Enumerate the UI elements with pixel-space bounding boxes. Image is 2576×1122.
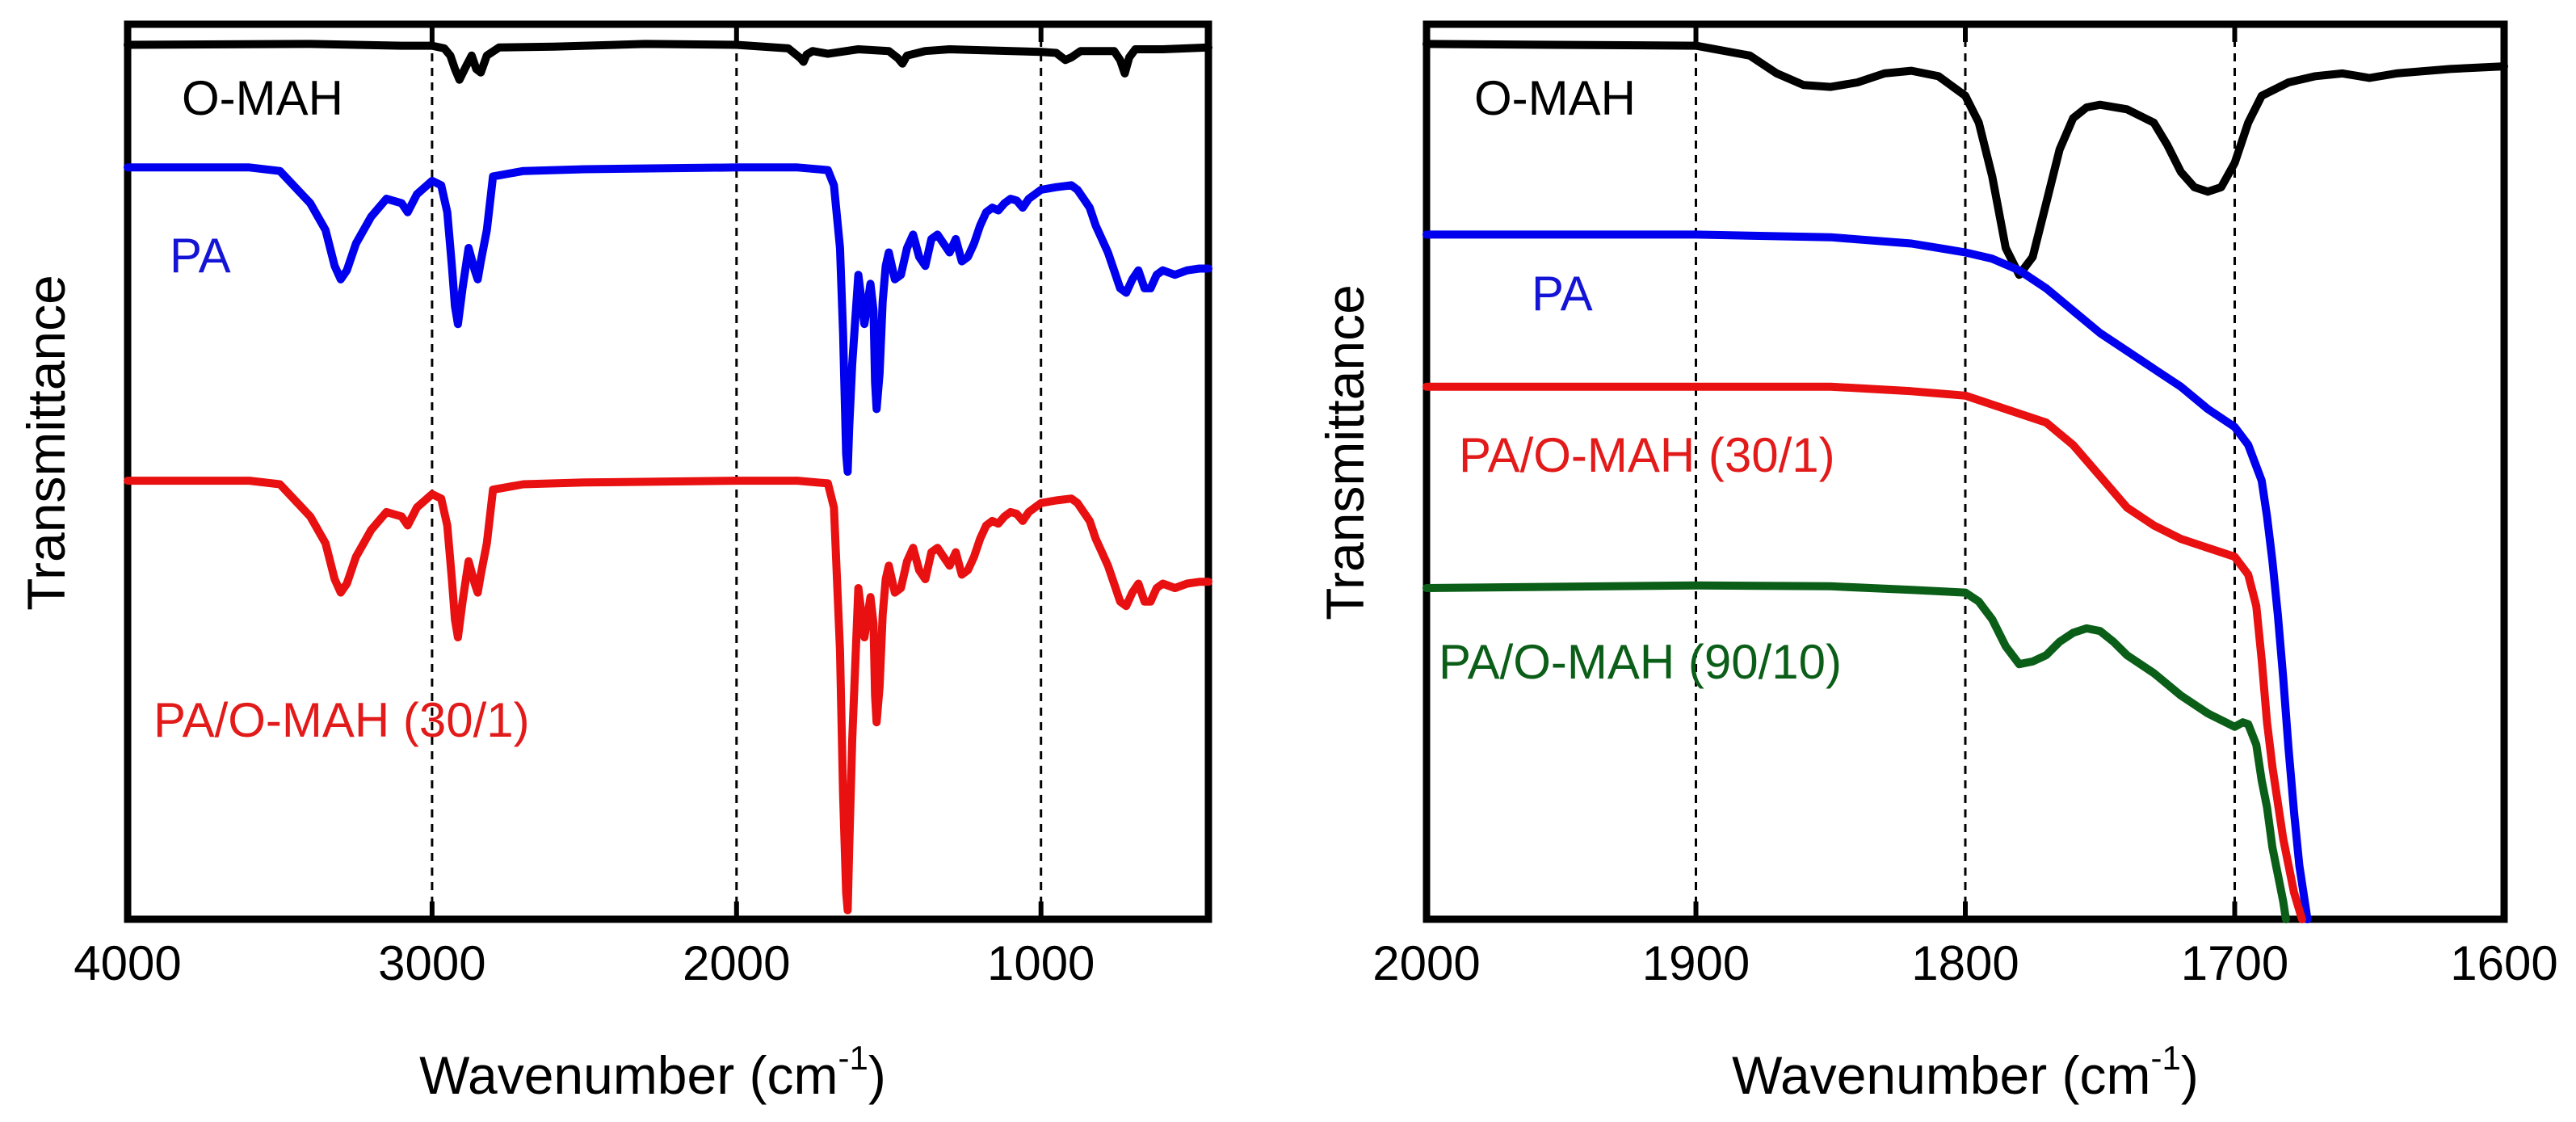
left-x-tick-label: 1000 [987,936,1095,990]
left-label-blend-30-1: PA/O-MAH (30/1) [153,693,530,747]
right-x-axis-title: Wavenumber (cm-1) [1732,1039,2199,1105]
right-x-tick-label: 1900 [1642,936,1750,990]
left-x-tick-label: 4000 [74,936,181,990]
right-label-omah: O-MAH [1474,71,1636,125]
left-x-axis-title-main: Wavenumber (cm [419,1045,838,1105]
left-series-group [124,40,1212,914]
left-chart-panel: 4000 3000 2000 1000 Wavenumber (cm-1) Tr… [16,20,1212,1105]
left-label-omah: O-MAH [182,71,343,125]
right-label-pa: PA [1532,267,1593,321]
right-x-tick-label: 1700 [2181,936,2288,990]
left-label-pa: PA [170,229,231,283]
right-y-axis-title: Transmittance [1315,284,1375,620]
left-series-pa-o-mah-30-1 [124,477,1212,914]
right-label-blend-30-1: PA/O-MAH (30/1) [1459,428,1835,482]
right-x-axis-title-close: ) [2181,1045,2199,1105]
left-x-axis-title-close: ) [868,1045,886,1105]
left-x-axis-title-sup: -1 [838,1039,868,1077]
right-chart-panel: 2000 1900 1800 1700 1600 Wavenumber (cm-… [1315,20,2558,1105]
left-x-tick-label: 3000 [378,936,485,990]
left-plot-frame [124,20,1212,923]
right-tick-marks [1424,24,2507,919]
left-y-axis-title: Transmittance [16,275,76,611]
left-x-axis-title: Wavenumber (cm-1) [419,1039,886,1105]
right-x-tick-label: 1800 [1911,936,2019,990]
left-tick-marks [125,24,1044,919]
right-x-tick-label: 2000 [1372,936,1480,990]
right-gridlines [1695,24,2236,919]
right-x-axis-title-main: Wavenumber (cm [1732,1045,2150,1105]
right-series-group [1422,40,2508,923]
left-gridlines [431,24,1043,919]
right-series-pa-o-mah-90-10 [1422,581,2290,923]
left-x-tick-label: 2000 [683,936,790,990]
right-label-blend-90-10: PA/O-MAH (90/10) [1439,635,1842,689]
left-series-o-mah [124,40,1212,84]
right-x-tick-label: 1600 [2450,936,2557,990]
right-series-pa [1422,230,2312,923]
right-series-o-mah [1422,40,2508,279]
right-x-axis-title-sup: -1 [2151,1039,2181,1077]
right-series-pa-o-mah-30-1 [1422,382,2306,923]
left-series-pa [124,163,1212,476]
